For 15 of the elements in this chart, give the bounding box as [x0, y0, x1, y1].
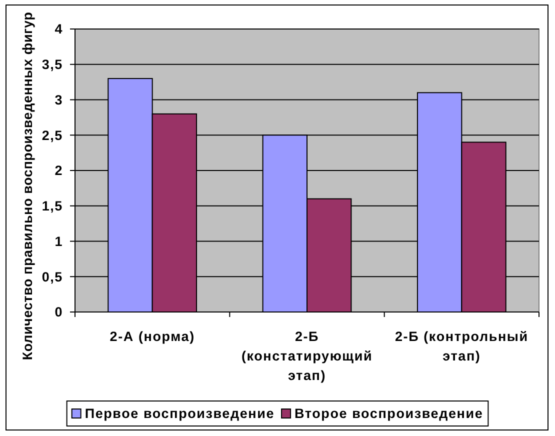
y-tick-label: 2 [54, 163, 63, 178]
y-tick-label: 2,5 [42, 128, 63, 143]
y-tick-label: 3 [54, 92, 63, 108]
y-tick-label: 3,5 [42, 57, 63, 72]
y-tick-label: 1 [54, 234, 63, 249]
legend-label: Первое воспроизведение [84, 406, 275, 422]
x-tick-label: 2-А (норма) [110, 329, 195, 344]
y-tick-label: 1,5 [42, 198, 63, 214]
y-axis-title: Количество правильно воспроизведенных фигур [20, 12, 35, 360]
y-tick-label: 0 [54, 304, 63, 320]
legend-label: Второе воспроизведение [294, 406, 484, 422]
y-tick-label: 4 [54, 22, 63, 37]
x-tick-label: 2-Б (констатирующий этап) [241, 329, 373, 383]
y-tick-label: 0,5 [42, 269, 63, 284]
x-tick-label: 2-Б (контрольный этап) [394, 329, 528, 364]
